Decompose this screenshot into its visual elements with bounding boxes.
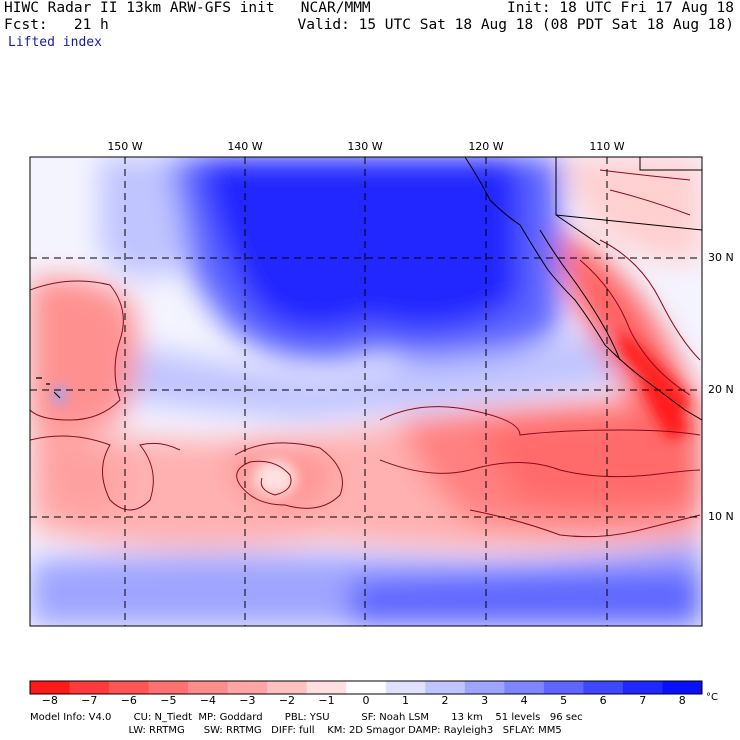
colorbar-swatch (385, 681, 426, 694)
colorbar-tick-label: 3 (481, 694, 489, 707)
map-frame (29, 156, 703, 627)
colorbar-swatch (69, 681, 110, 694)
colorbar-swatch (267, 681, 308, 694)
colorbar-tick-label: −4 (199, 694, 216, 707)
colorbar-tick-label: 2 (441, 694, 449, 707)
colorbar-swatch (188, 681, 229, 694)
colorbar-swatch (346, 681, 387, 694)
colorbar-swatch (464, 681, 505, 694)
colorbar-swatch (30, 681, 71, 694)
lat-label-10n: 10 N (708, 510, 734, 523)
lon-label-110w: 110 W (589, 140, 625, 153)
footer-physics-info: LW: RRTMG SW: RRTMG DIFF: full KM: 2D Sm… (30, 725, 562, 736)
header-valid-time: Valid: 15 UTC Sat 18 Aug 18 (08 PDT Sat … (297, 17, 735, 33)
colorbar-swatch (543, 681, 584, 694)
header-forecast-hour: Fcst: 21 h (4, 17, 109, 33)
colorbar-tick-label: 8 (678, 694, 686, 707)
colorbar-tick-label: 7 (639, 694, 647, 707)
colorbar-tick-label: −3 (239, 694, 256, 707)
colorbar-tick-label: −7 (81, 694, 98, 707)
lat-lon-grid (30, 157, 702, 626)
colorbar-tick-label: 4 (520, 694, 528, 707)
colorbar-tick-label: 5 (560, 694, 568, 707)
coastline (36, 156, 703, 421)
lon-label-120w: 120 W (468, 140, 504, 153)
colorbar (30, 681, 703, 694)
header-field-name: Lifted index (8, 35, 102, 50)
colorbar-swatch (622, 681, 663, 694)
colorbar-tick-label: 1 (402, 694, 410, 707)
colorbar-tick-label: −5 (160, 694, 177, 707)
colorbar-swatch (227, 681, 268, 694)
colorbar-tick-label: 0 (362, 694, 370, 707)
lon-label-130w: 130 W (347, 140, 383, 153)
colorbar-swatch (504, 681, 545, 694)
colorbar-swatch (583, 681, 624, 694)
colorbar-swatch (148, 681, 189, 694)
colorbar-tick-label: 6 (599, 694, 607, 707)
colorbar-swatch (425, 681, 466, 694)
lon-label-150w: 150 W (107, 140, 143, 153)
colorbar-tick-label: −2 (278, 694, 296, 707)
colorbar-swatch (306, 681, 347, 694)
colorbar-tick-label: −1 (318, 694, 335, 707)
footer-model-info: Model Info: V4.0 CU: N_Tiedt MP: Goddard… (30, 712, 583, 723)
contour-lines (30, 169, 701, 538)
field-shading (30, 157, 702, 626)
colorbar-swatch (662, 681, 703, 694)
lat-label-20n: 20 N (708, 383, 734, 396)
header-init-time: Init: 18 UTC Fri 17 Aug 18 (507, 0, 734, 16)
lon-label-140w: 140 W (227, 140, 263, 153)
colorbar-unit: °C (706, 692, 718, 703)
lat-label-30n: 30 N (708, 251, 734, 264)
header-model-title: HIWC Radar II 13km ARW-GFS init NCAR/MMM (4, 0, 371, 16)
colorbar-tick-label: −6 (120, 694, 137, 707)
colorbar-tick-label: −8 (41, 694, 58, 707)
colorbar-swatch (109, 681, 150, 694)
colorbar-frame (29, 680, 703, 695)
